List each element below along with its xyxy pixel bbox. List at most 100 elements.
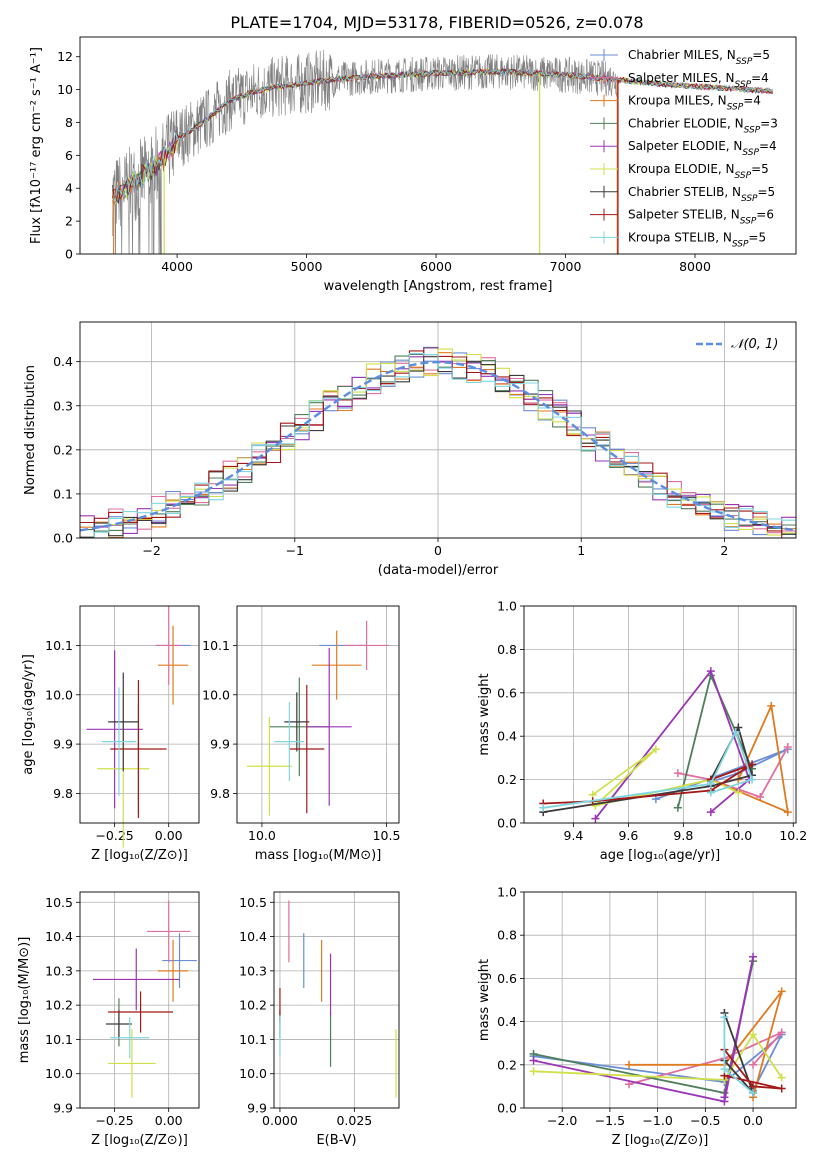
axes-frame: [79, 321, 797, 539]
panel-spectrum: 4000 5000 6000 7000 8000 0 2 4 6 8 10 12 wavelength …: [29, 36, 797, 294]
errorbar-point-kroupa-miles: [311, 630, 362, 700]
weight-marker-salpeter-elodie: [749, 952, 758, 961]
weight-marker-salpeter-elodie: [720, 1093, 729, 1102]
x-tick-label: 2: [720, 543, 728, 558]
model-line-kroupa-stelib: [112, 68, 774, 203]
y-tick-label: 10.2: [239, 998, 267, 1013]
y-tick-label: 9.8: [210, 786, 230, 801]
x-tick-label: 0.00: [155, 1113, 183, 1128]
legend-label-salpeter-stelib: Salpeter STELIB, NSSP=6: [628, 208, 774, 227]
y-tick-label: 1.0: [497, 885, 517, 900]
x-tick-label: 0: [434, 543, 442, 558]
errorbar-point-salpeter-elodie: [306, 647, 352, 806]
legend-label-salpeter-elodie: Salpeter ELODIE, NSSP=4: [628, 139, 777, 158]
weight-line-chabrier-miles: [533, 1033, 783, 1092]
x-tick-label: −0.5: [690, 1113, 720, 1128]
weight-marker-salpeter-stelib: [748, 760, 757, 769]
errorbar-point-kroupa-stelib: [110, 1017, 150, 1059]
y-tick-label: 10.1: [45, 1032, 73, 1047]
x-tick-label: 9.4: [564, 828, 584, 843]
legend-label-kroupa-stelib: Kroupa STELIB, NSSP=5: [628, 230, 766, 249]
figure-title: PLATE=1704, MJD=53178, FIBERID=0526, z=0…: [230, 13, 643, 32]
errorbar-point-salpeter-miles: [155, 606, 182, 685]
x-axis-label: wavelength [Angstrom, rest frame]: [324, 279, 553, 294]
axes-frame: [79, 891, 200, 1109]
y-tick-label: 10: [57, 82, 73, 97]
x-axis-label: mass [log₁₀(M/M⊙)]: [255, 848, 382, 863]
weight-marker-kroupa-stelib: [720, 1013, 729, 1022]
y-axis-label: mass weight: [477, 959, 492, 1041]
weight-marker-kroupa-stelib: [706, 779, 715, 788]
weight-marker-salpeter-elodie: [529, 1056, 538, 1065]
x-tick-label: −0.25: [95, 1113, 133, 1128]
y-tick-label: 0: [65, 247, 73, 262]
weight-line-chabrier-miles: [655, 748, 789, 800]
x-tick-label: 10.0: [248, 828, 276, 843]
y-tick-label: 0.8: [497, 642, 517, 657]
y-tick-label: 0.6: [497, 685, 517, 700]
errorbar-point-salpeter-elodie: [92, 948, 180, 1011]
weight-line-salpeter-stelib: [723, 1049, 782, 1090]
y-tick-label: 0.4: [497, 1014, 517, 1029]
y-tick-label: 2: [65, 214, 73, 229]
weight-marker-salpeter-miles: [673, 769, 682, 778]
weight-marker-kroupa-stelib: [748, 775, 757, 784]
x-tick-label: 5000: [291, 259, 323, 274]
axes-frame: [79, 36, 797, 255]
y-tick-label: 0.2: [53, 442, 73, 457]
panel-residuals: −2 −1 0 1 2 0.0 0.1 0.2 0.3 0.4 (data-model)/error…: [23, 321, 797, 578]
panel-weight_vs_Z: −2.0 −1.5 −1.0 −0.5 0.0 0.0 0.2 0.4 0.6 0.8 1.0 Z […: [477, 885, 797, 1148]
weight-marker-kroupa-elodie: [529, 1067, 538, 1076]
y-tick-label: 9.9: [247, 1101, 267, 1116]
x-axis-label: Z [log₁₀(Z/Z⊙)]: [91, 848, 188, 863]
x-tick-label: 4000: [161, 259, 193, 274]
y-tick-label: 0.1: [53, 486, 73, 501]
x-axis-label: Z [log₁₀(Z/Z⊙)]: [91, 1133, 188, 1148]
y-tick-label: 6: [65, 148, 73, 163]
x-tick-label: 9.8: [673, 828, 693, 843]
x-tick-label: 10.0: [724, 828, 752, 843]
y-tick-label: 0.4: [497, 729, 517, 744]
y-tick-label: 0.0: [497, 816, 517, 831]
y-axis-label: Normed distribution: [23, 365, 38, 495]
errorbar-point-kroupa-stelib: [101, 687, 137, 796]
y-tick-label: 10.3: [239, 963, 267, 978]
y-axis-label: mass weight: [477, 673, 492, 755]
y-axis-label: age [log₁₀(age/yr)]: [21, 654, 36, 775]
weight-marker-salpeter-miles: [783, 743, 792, 752]
y-tick-label: 10.0: [45, 687, 73, 702]
legend-label-chabrier-miles: Chabrier MILES, NSSP=5: [628, 48, 770, 67]
axes-frame: [236, 605, 400, 824]
errorbar-point-salpeter-stelib: [289, 684, 325, 814]
y-tick-label: 9.9: [210, 737, 230, 752]
y-tick-label: 10.0: [45, 1066, 73, 1081]
x-axis-label: age [log₁₀(age/yr)]: [600, 848, 721, 863]
y-tick-label: 10.5: [45, 895, 73, 910]
x-tick-label: −2.0: [547, 1113, 577, 1128]
y-tick-label: 0.3: [53, 398, 73, 413]
y-tick-label: 0.6: [497, 971, 517, 986]
errorbar-point-kroupa-miles: [157, 625, 189, 705]
y-tick-label: 1.0: [497, 599, 517, 614]
errorbar-point-salpeter-miles: [147, 900, 191, 963]
y-tick-label: 10.5: [239, 895, 267, 910]
axes-frame: [523, 891, 797, 1109]
x-tick-label: 9.6: [618, 828, 638, 843]
errorbar-point-kroupa-stelib: [274, 702, 305, 782]
x-tick-label: 0.025: [336, 1113, 372, 1128]
x-tick-label: 7000: [550, 259, 582, 274]
errorbar-point-salpeter-elodie: [86, 650, 143, 809]
weight-marker-kroupa-elodie: [777, 1073, 786, 1082]
weight-marker-kroupa-miles: [624, 1060, 633, 1069]
x-tick-label: 6000: [420, 259, 452, 274]
weight-marker-kroupa-miles: [777, 987, 786, 996]
model-line-chabrier-stelib: [112, 67, 773, 205]
x-tick-label: −1.5: [595, 1113, 625, 1128]
y-tick-label: 10.1: [239, 1032, 267, 1047]
y-tick-label: 8: [65, 115, 73, 130]
weight-marker-kroupa-stelib: [749, 1088, 758, 1097]
weight-marker-chabrier-stelib: [734, 723, 743, 732]
x-tick-label: −1.0: [642, 1113, 672, 1128]
legend-label-chabrier-elodie: Chabrier ELODIE, NSSP=3: [628, 116, 778, 135]
x-tick-label: −1: [286, 543, 304, 558]
